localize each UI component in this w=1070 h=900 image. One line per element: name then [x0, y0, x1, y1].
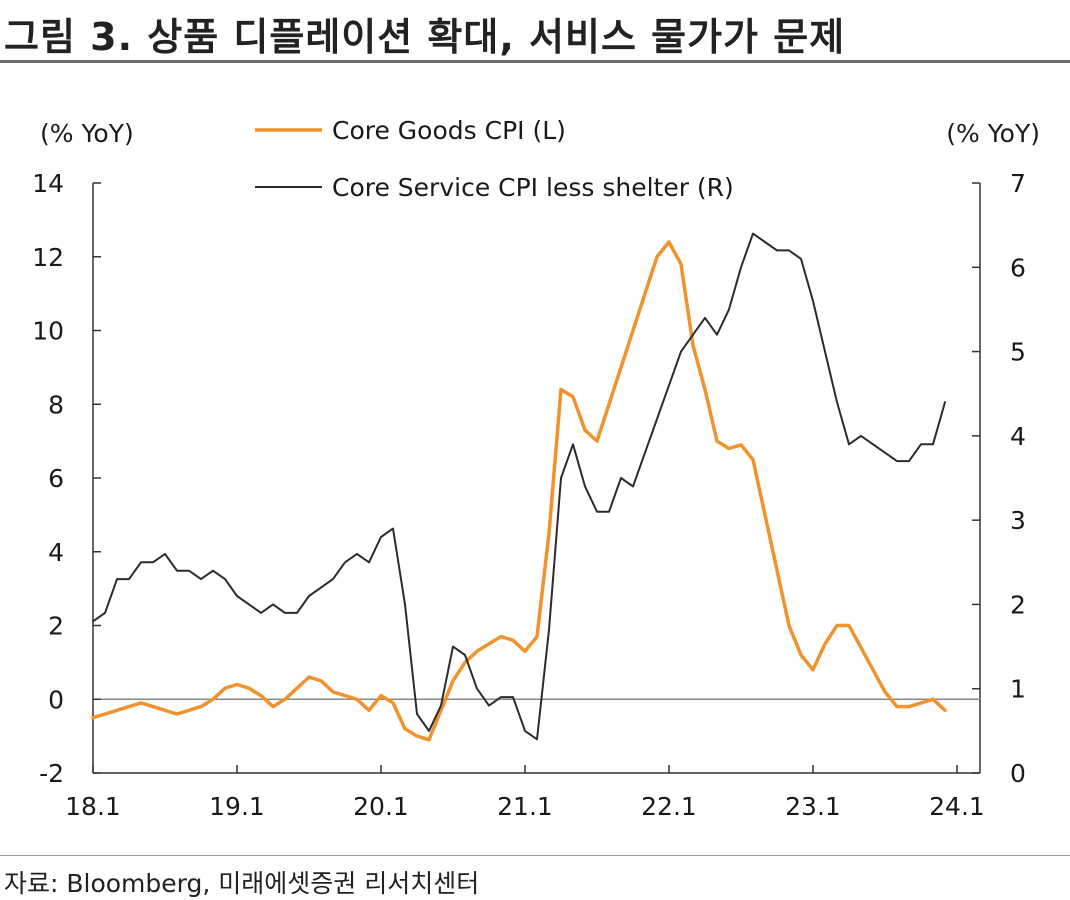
- right-axis-unit-label: (% YoY): [946, 119, 1040, 148]
- x-tick-label: 21.1: [497, 792, 553, 821]
- right-tick-label: 2: [1010, 590, 1026, 619]
- right-tick-label: 6: [1010, 253, 1026, 282]
- title-bar: 그림 3. 상품 디플레이션 확대, 서비스 물가가 문제: [0, 0, 1070, 63]
- left-tick-label: 2: [48, 612, 64, 641]
- left-tick-label: 6: [48, 464, 64, 493]
- title-divider: [0, 60, 1070, 63]
- left-tick-label: 8: [48, 390, 64, 419]
- right-tick-label: 5: [1010, 338, 1026, 367]
- legend: Core Goods CPI (L) Core Service CPI less …: [255, 116, 734, 202]
- left-axis-unit-label: (% YoY): [40, 119, 134, 148]
- x-tick-label: 22.1: [641, 792, 697, 821]
- source-divider: [0, 855, 1070, 856]
- chart-title: 그림 3. 상품 디플레이션 확대, 서비스 물가가 문제: [4, 15, 846, 59]
- right-tick-label: 7: [1010, 169, 1026, 198]
- legend-label-core-goods-cpi: Core Goods CPI (L): [332, 116, 566, 145]
- left-tick-label: 4: [48, 538, 64, 567]
- x-tick-label: 20.1: [353, 792, 409, 821]
- left-tick-label: 14: [32, 169, 64, 198]
- series-group: [91, 232, 947, 742]
- series-line-core-service-cpi-less-shelter: [92, 232, 946, 741]
- right-tick-label: 0: [1010, 759, 1026, 788]
- left-tick-label: 0: [48, 685, 64, 714]
- x-tick-label: 18.1: [65, 792, 121, 821]
- legend-label-core-service-cpi-less-shelter: Core Service CPI less shelter (R): [332, 173, 734, 202]
- x-tick-label: 19.1: [209, 792, 265, 821]
- left-tick-label: 10: [32, 317, 64, 346]
- x-tick-label: 23.1: [785, 792, 841, 821]
- left-tick-label: 12: [32, 243, 64, 272]
- x-tick-label: 24.1: [929, 792, 985, 821]
- right-tick-label: 1: [1010, 675, 1026, 704]
- right-tick-label: 3: [1010, 506, 1026, 535]
- series-line-core-goods-cpi: [91, 240, 947, 742]
- right-tick-label: 4: [1010, 422, 1026, 451]
- left-tick-label: -2: [39, 759, 64, 788]
- source-note: 자료: Bloomberg, 미래에셋증권 리서치센터: [4, 869, 480, 898]
